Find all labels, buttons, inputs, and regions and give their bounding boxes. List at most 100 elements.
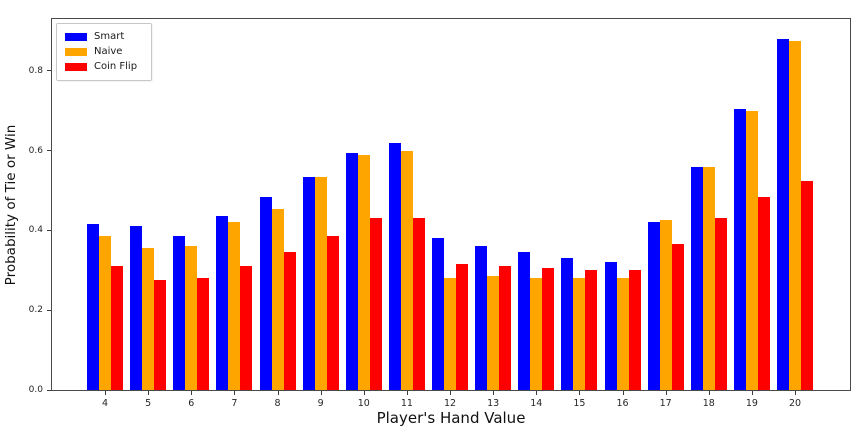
x-tick-label: 16: [616, 398, 629, 409]
bar-coin-flip-6: [197, 278, 210, 390]
bar-naive-6: [185, 246, 198, 390]
y-tick-mark: [47, 389, 51, 391]
bar-naive-11: [400, 150, 413, 390]
bar-naive-8: [271, 208, 284, 390]
x-tick-mark: [622, 391, 624, 395]
x-tick-mark: [493, 391, 495, 395]
x-tick-label: 18: [702, 398, 715, 409]
legend-entry-naive: Naive: [65, 46, 137, 57]
bar-smart-10: [345, 152, 358, 390]
x-tick-label: 7: [231, 398, 238, 409]
x-tick-mark: [191, 391, 193, 395]
x-tick-mark: [148, 391, 150, 395]
bar-smart-11: [388, 142, 401, 390]
x-tick-mark: [708, 391, 710, 395]
y-tick-mark: [47, 150, 51, 152]
x-tick-label: 6: [188, 398, 195, 409]
bars-layer: [52, 19, 850, 390]
legend-swatch-coin-flip: [65, 62, 87, 71]
bar-naive-12: [444, 278, 456, 390]
bar-smart-5: [130, 226, 143, 390]
x-tick-mark: [536, 391, 538, 395]
x-tick-label: 10: [357, 398, 370, 409]
legend-label-naive: Naive: [94, 46, 123, 57]
bar-smart-14: [518, 252, 531, 390]
x-tick-label: 14: [530, 398, 543, 409]
x-tick-label: 20: [788, 398, 802, 409]
x-tick-mark: [363, 391, 365, 395]
y-tick-label: 0.4: [28, 225, 43, 236]
bar-smart-6: [173, 236, 186, 390]
x-tick-mark: [665, 391, 667, 395]
bar-coin-flip-12: [456, 264, 468, 390]
x-tick-label: 8: [274, 398, 281, 409]
legend-entry-coin-flip: Coin Flip: [65, 61, 137, 72]
x-tick-mark: [105, 391, 106, 395]
bar-smart-12: [432, 238, 444, 390]
x-tick-label: 12: [443, 398, 457, 409]
x-tick-label: 19: [745, 398, 758, 409]
x-tick-mark: [406, 391, 408, 395]
legend-label-coin-flip: Coin Flip: [94, 61, 138, 72]
bar-naive-14: [530, 278, 543, 390]
y-tick-label: 0.2: [28, 305, 43, 316]
x-tick-mark: [277, 391, 279, 395]
x-tick-mark: [450, 391, 451, 395]
bar-smart-20: [777, 38, 789, 390]
legend-entry-smart: Smart: [65, 31, 137, 42]
bar-naive-7: [228, 222, 241, 390]
axis-ticks-layer: 0.0 0.2 0.4 0.6 0.8 4 5 6 7 8 9 10 11 12 13 14 15 16 17 18 1…: [29, 19, 850, 409]
bar-coin-flip-7: [240, 266, 253, 390]
y-tick-mark: [47, 229, 51, 231]
bar-smart-9: [302, 176, 315, 390]
bar-naive-17: [659, 220, 672, 390]
bar-naive-19: [745, 110, 758, 390]
bar-smart-18: [690, 166, 703, 390]
bar-coin-flip-10: [369, 218, 382, 390]
bar-naive-10: [357, 154, 370, 390]
bar-coin-flip-9: [326, 236, 339, 390]
bar-coin-flip-5: [154, 280, 167, 390]
bar-smart-19: [733, 108, 746, 390]
bar-coin-flip-17: [671, 244, 684, 390]
plot-area: 0.0 0.2 0.4 0.6 0.8 4 5 6 7 8 9 10 11 12 13 14 15 16 17 18 1…: [29, 18, 851, 409]
x-tick-label: 11: [400, 398, 413, 409]
bar-smart-8: [259, 196, 272, 390]
x-tick-label: 9: [317, 398, 324, 409]
bar-smart-16: [604, 262, 617, 390]
bar-naive-16: [616, 278, 629, 390]
x-tick-mark: [795, 391, 796, 395]
y-tick-mark: [47, 70, 51, 72]
y-tick-mark: [47, 309, 51, 311]
x-tick-label: 4: [101, 398, 109, 409]
bar-coin-flip-11: [412, 218, 425, 390]
bar-naive-15: [573, 278, 586, 390]
bar-coin-flip-15: [585, 270, 598, 390]
legend-swatch-smart: [65, 32, 87, 41]
bar-naive-18: [702, 166, 715, 390]
x-tick-label: 17: [659, 398, 672, 409]
bar-smart-4: [87, 224, 99, 390]
x-tick-mark: [751, 391, 753, 395]
x-tick-mark: [579, 391, 581, 395]
bar-coin-flip-19: [757, 196, 770, 390]
bar-coin-flip-14: [542, 268, 555, 390]
bar-smart-13: [475, 246, 488, 390]
x-axis-label: Player's Hand Value: [376, 409, 526, 427]
bar-coin-flip-13: [499, 266, 512, 390]
bar-coin-flip-16: [628, 270, 641, 390]
bar-coin-flip-20: [801, 180, 813, 390]
x-tick-label: 13: [487, 398, 500, 409]
bar-smart-17: [647, 222, 660, 390]
bar-naive-13: [487, 276, 500, 390]
bar-naive-4: [99, 236, 111, 390]
y-tick-label: 0.6: [28, 145, 43, 156]
y-tick-label: 0.8: [28, 65, 43, 76]
legend-swatch-naive: [65, 47, 87, 56]
legend-label-smart: Smart: [94, 31, 125, 42]
bar-naive-5: [142, 248, 155, 390]
bar-naive-9: [314, 176, 327, 390]
y-axis-label: Probability of Tie or Win: [3, 124, 19, 286]
bar-smart-15: [561, 258, 574, 390]
